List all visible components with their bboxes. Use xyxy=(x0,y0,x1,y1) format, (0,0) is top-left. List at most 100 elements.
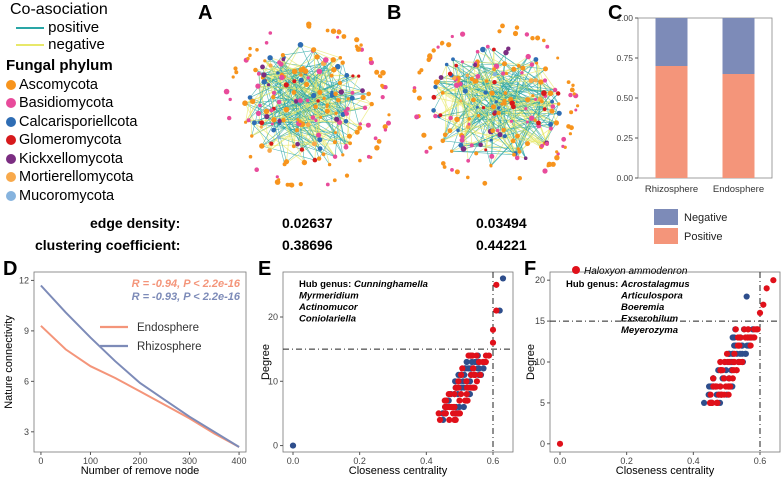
network-node xyxy=(496,129,500,133)
network-node xyxy=(292,144,296,148)
network-node xyxy=(277,60,281,64)
network-node xyxy=(347,97,350,100)
network-node xyxy=(319,116,322,119)
network-node xyxy=(515,156,520,161)
network-node xyxy=(490,139,493,142)
network-node xyxy=(534,119,537,122)
network-node xyxy=(569,110,573,114)
panel-letter-a: A xyxy=(198,2,212,25)
network-node xyxy=(284,82,289,87)
scatter-point xyxy=(458,391,464,397)
network-node xyxy=(484,148,487,151)
network-node xyxy=(298,42,304,48)
legend-label: Negative xyxy=(684,212,727,224)
network-node xyxy=(286,183,290,187)
network-node xyxy=(439,75,444,80)
network-node xyxy=(275,179,281,185)
network-node xyxy=(345,144,348,147)
network-node xyxy=(421,133,426,138)
bar-negative xyxy=(656,18,688,66)
network-node xyxy=(323,57,329,63)
x-tick-label: 0.0 xyxy=(554,456,567,466)
network-node xyxy=(545,142,549,146)
scatter-point xyxy=(437,417,443,423)
network-node xyxy=(525,97,530,102)
x-tick-label: 0.0 xyxy=(287,456,300,466)
network-node xyxy=(281,53,285,57)
phylum-title: Fungal phylum xyxy=(6,57,137,76)
network-node xyxy=(476,50,480,54)
chart-d: 0 100 200 300 40036912Number of remove nodeN… xyxy=(0,262,250,482)
scatter-point xyxy=(557,441,563,447)
network-node xyxy=(550,100,554,104)
network-node xyxy=(511,67,516,72)
network-node xyxy=(505,72,508,75)
network-node xyxy=(551,104,556,109)
scatter-point xyxy=(456,398,462,404)
network-node xyxy=(331,67,337,73)
network-node xyxy=(338,81,342,85)
network-node xyxy=(317,156,321,160)
network-node xyxy=(298,98,303,103)
network-node xyxy=(246,57,249,60)
scatter-point xyxy=(736,359,742,365)
network-node xyxy=(506,47,510,51)
network-node xyxy=(330,91,333,94)
phylum-items: Ascomycota Basidiomycota Calcarisporiellco… xyxy=(6,76,137,206)
network-node xyxy=(441,91,445,95)
scatter-point xyxy=(463,378,469,384)
network-node xyxy=(510,101,515,106)
network-node xyxy=(545,45,549,49)
network-node xyxy=(497,29,501,33)
chart-e: 0.0 0.2 0.4 0.601020Closeness centralityDeg… xyxy=(255,262,517,482)
scatter-point xyxy=(474,378,480,384)
network-node xyxy=(299,73,303,77)
network-node xyxy=(492,80,496,84)
network-node xyxy=(515,134,520,139)
network-node xyxy=(524,156,528,160)
network-node xyxy=(234,70,238,74)
network-node xyxy=(482,181,487,186)
network-node xyxy=(250,134,253,137)
network-node xyxy=(380,70,386,76)
network-node xyxy=(534,78,538,82)
scatter-point xyxy=(451,404,457,410)
phylum-dot-icon xyxy=(6,191,16,201)
scatter-point xyxy=(453,410,459,416)
network-node xyxy=(298,120,301,123)
scatter-point xyxy=(724,351,730,357)
network-node xyxy=(568,93,572,97)
network-node xyxy=(259,143,264,148)
x-tick-label: Endosphere xyxy=(713,184,764,195)
network-node xyxy=(249,155,253,159)
network-node xyxy=(361,95,366,100)
network-node xyxy=(333,155,337,159)
y-tick-label: 0.75 xyxy=(616,53,633,63)
network-node xyxy=(271,128,276,133)
network-node xyxy=(471,98,476,103)
network-node xyxy=(450,150,453,153)
network-node xyxy=(448,72,452,76)
phylum-item: Mortierellomycota xyxy=(6,168,137,187)
network-node xyxy=(277,119,281,123)
bar-positive xyxy=(723,74,755,178)
network-node xyxy=(342,34,347,39)
network-b xyxy=(410,16,580,196)
positive-line-icon xyxy=(16,27,44,29)
x-tick-label: Rhizosphere xyxy=(645,184,698,195)
network-node xyxy=(355,130,360,135)
hub-point xyxy=(493,307,499,313)
x-tick-label: 0.6 xyxy=(754,456,767,466)
network-node xyxy=(339,56,343,60)
network-node xyxy=(306,122,311,127)
y-axis-label: Nature connectivity xyxy=(3,315,15,409)
network-node xyxy=(333,92,338,97)
scatter-point xyxy=(710,375,716,381)
network-node xyxy=(556,91,560,95)
scatter-point xyxy=(446,391,452,397)
network-node xyxy=(267,83,270,86)
hub-genus-name: Exserohilum xyxy=(621,314,679,325)
x-axis-label: Closeness centrality xyxy=(616,465,715,477)
network-node xyxy=(277,136,281,140)
negative-label: negative xyxy=(48,36,105,53)
